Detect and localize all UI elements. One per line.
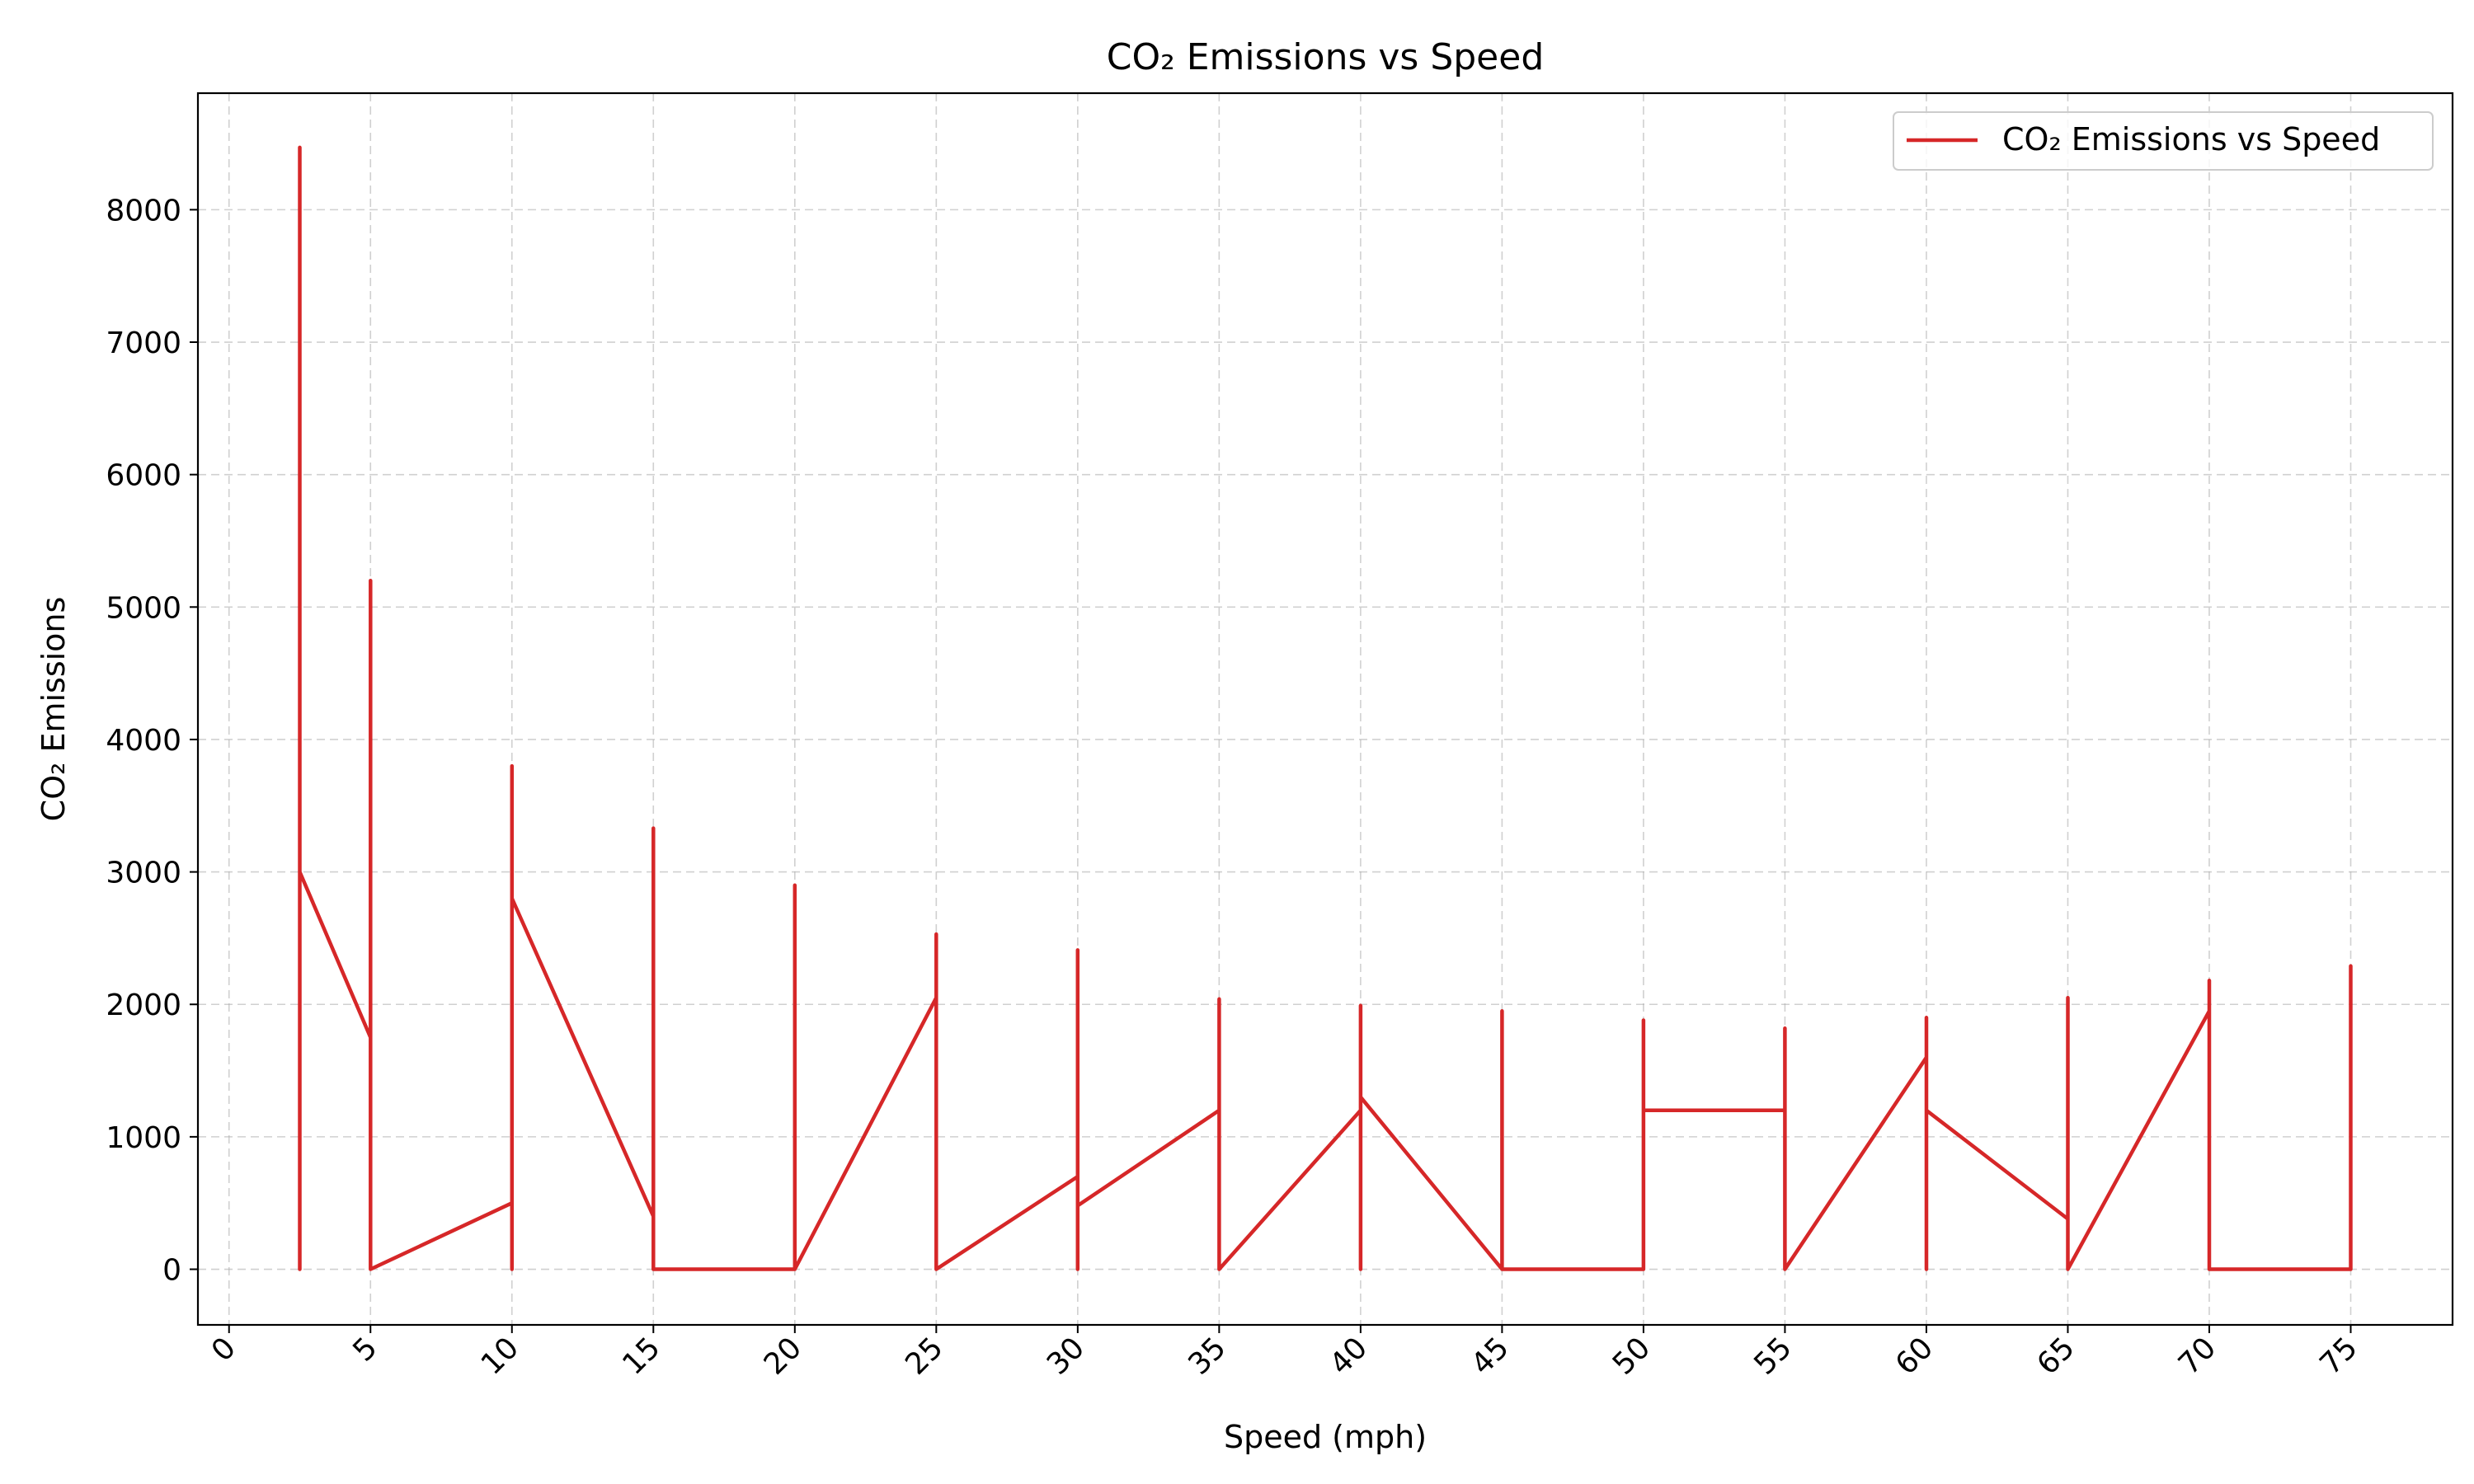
y-tick-label: 1000 xyxy=(106,1121,181,1155)
axes-frame xyxy=(196,92,2454,1327)
legend-label: CO₂ Emissions vs Speed xyxy=(2002,121,2380,157)
y-tick-label: 2000 xyxy=(106,989,181,1022)
x-axis-label: Speed (mph) xyxy=(1224,1419,1427,1455)
y-tick-label: 3000 xyxy=(106,857,181,890)
y-tick-label: 6000 xyxy=(106,459,181,493)
legend-box xyxy=(1893,111,2434,171)
series-line xyxy=(298,145,2353,1271)
legend: CO₂ Emissions vs Speed xyxy=(1893,111,2434,171)
gridlines xyxy=(198,93,2453,1325)
chart-title: CO₂ Emissions vs Speed xyxy=(1107,36,1545,78)
y-axis: 0 1000 2000 3000 4000 5000 6000 7000 8000 xyxy=(106,194,198,1288)
y-tick-label: 7000 xyxy=(106,326,181,360)
y-tick-label: 0 xyxy=(162,1254,181,1288)
y-tick-label: 8000 xyxy=(106,194,181,228)
y-axis-label: CO₂ Emissions xyxy=(35,597,72,822)
y-tick-label: 5000 xyxy=(106,591,181,625)
plot-area xyxy=(298,145,2353,1271)
y-tick-label: 4000 xyxy=(106,724,181,758)
